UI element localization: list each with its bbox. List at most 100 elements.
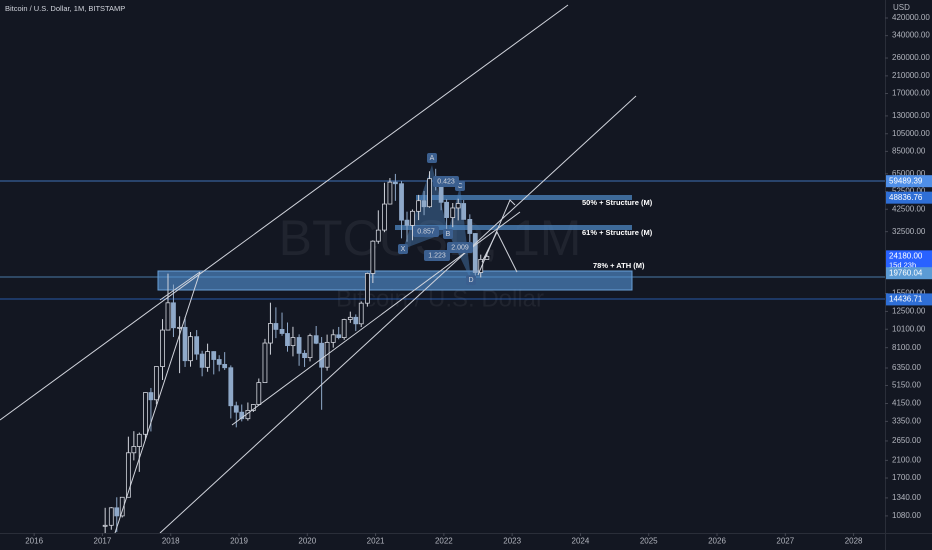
zone-box xyxy=(395,225,632,230)
candle-body xyxy=(444,201,449,218)
candle-body xyxy=(302,352,307,359)
candle-body xyxy=(211,351,217,360)
pattern-shape xyxy=(448,186,471,280)
candle-body xyxy=(131,446,137,454)
x-tick-label: 2026 xyxy=(708,537,726,546)
candle-body xyxy=(205,351,210,368)
ratio-label: 1.223 xyxy=(428,252,446,259)
y-tick-label: 340000.00 xyxy=(892,31,930,40)
candle-body xyxy=(268,323,273,344)
candle-body xyxy=(330,334,336,343)
candle-body xyxy=(370,240,376,274)
y-tick-label: 2650.00 xyxy=(892,436,921,445)
x-tick-label: 2018 xyxy=(162,537,180,546)
candle-body xyxy=(392,181,398,185)
x-tick-label: 2016 xyxy=(25,537,43,546)
candle-body xyxy=(375,229,381,242)
level-label: 19760.04 xyxy=(889,268,923,277)
point-label: B xyxy=(446,231,451,238)
candle-body xyxy=(143,392,148,435)
zone-label: 78% + ATH (M) xyxy=(593,261,645,270)
y-tick-label: 65000.00 xyxy=(892,169,926,178)
point-label: D xyxy=(468,277,473,284)
point-label: C xyxy=(457,183,462,190)
candle-body xyxy=(427,178,432,208)
candle-body xyxy=(353,316,359,325)
annotations: 50% + Structure (M) 61% + Structure (M) … xyxy=(398,153,653,285)
candle-body xyxy=(194,336,200,355)
x-tick-label: 2017 xyxy=(94,537,112,546)
y-tick-label: 1700.00 xyxy=(892,473,921,482)
level-label-bg xyxy=(886,191,932,204)
zone-label: 50% + Structure (M) xyxy=(582,198,653,207)
candle-body xyxy=(239,411,245,420)
y-tick-label: 3350.00 xyxy=(892,416,921,425)
y-tick-label: 260000.00 xyxy=(892,53,930,62)
candle-body xyxy=(438,184,444,203)
y-tick-label: 1340.00 xyxy=(892,493,921,502)
candle-body xyxy=(177,326,182,329)
point-label: X xyxy=(401,246,406,253)
projection xyxy=(481,230,518,273)
candle-body xyxy=(421,200,427,208)
x-tick-label: 2022 xyxy=(435,537,453,546)
point-label: A xyxy=(430,155,435,162)
level-label-bg xyxy=(886,267,932,280)
candle-body xyxy=(382,203,387,231)
ratio-bg xyxy=(424,250,450,261)
channel-line xyxy=(0,4,569,421)
y-tick-label: 210000.00 xyxy=(892,71,930,80)
candle-body xyxy=(125,452,131,498)
point-bg xyxy=(443,229,453,239)
level-label-bg xyxy=(886,293,932,306)
candle-body xyxy=(478,259,484,273)
candle-body xyxy=(262,342,268,384)
point-bg xyxy=(398,244,408,254)
y-tick-label: 4150.00 xyxy=(892,399,921,408)
candle-body xyxy=(336,334,342,338)
candle-body xyxy=(416,200,421,212)
y-tick-label: 52500.00 xyxy=(892,187,926,196)
candle-body xyxy=(455,203,461,209)
ratio-bg xyxy=(447,242,473,253)
candle-body xyxy=(347,316,353,320)
point-bg xyxy=(466,275,476,285)
candle-body xyxy=(319,342,325,368)
candle-body xyxy=(364,273,370,304)
x-tick-label: 2027 xyxy=(776,537,794,546)
y-tick-label: 105000.00 xyxy=(892,129,930,138)
candle-body xyxy=(387,181,393,205)
y-tick-label: 42500.00 xyxy=(892,204,926,213)
candle-body xyxy=(358,302,364,325)
candle-body xyxy=(290,337,296,347)
zone-box xyxy=(416,195,632,200)
y-tick-label: 12500.00 xyxy=(892,307,926,316)
candle-body xyxy=(228,367,234,407)
candle-body xyxy=(450,207,456,218)
candle-body xyxy=(279,329,285,334)
candle-body xyxy=(410,210,415,226)
candle-body xyxy=(188,336,193,362)
y-tick-label: 130000.00 xyxy=(892,111,930,120)
ratio-bg xyxy=(433,176,459,187)
candle-body xyxy=(148,392,154,401)
y-tick-label: 32500.00 xyxy=(892,227,926,236)
candle-body xyxy=(341,319,347,338)
ratio-bg xyxy=(413,226,439,237)
candle-body xyxy=(199,353,205,368)
candle-body xyxy=(233,405,239,413)
level-label: 48836.76 xyxy=(889,193,923,202)
candle-body xyxy=(404,219,410,226)
countdown: 15d 23h xyxy=(889,260,916,269)
candle-body xyxy=(461,203,467,220)
trend-line xyxy=(114,271,201,534)
x-tick-label: 2028 xyxy=(845,537,863,546)
ratios: 0.423 0.857 1.223 2.009 xyxy=(413,176,473,261)
x-tick-label: 2024 xyxy=(572,537,590,546)
x-tick-label: 2019 xyxy=(230,537,248,546)
y-tick-label: 1080.00 xyxy=(892,511,921,520)
currency-label: USD xyxy=(893,3,910,12)
candle-body xyxy=(216,359,222,365)
candle-body xyxy=(182,326,188,362)
